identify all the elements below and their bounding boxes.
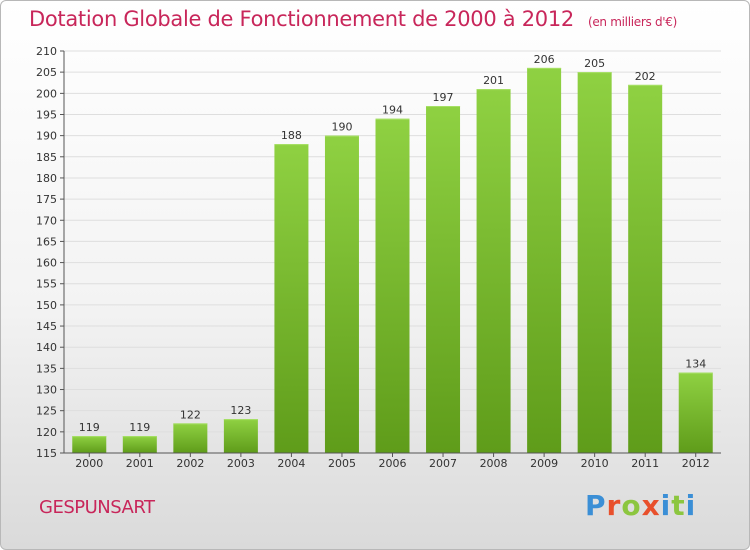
value-label-2001: 119 (129, 421, 150, 434)
logo-letter: i (660, 489, 672, 522)
y-tick-label: 155 (36, 278, 57, 291)
place-name: GESPUNSART (39, 497, 155, 518)
y-tick-label: 165 (36, 235, 57, 248)
chart-title-text: Dotation Globale de Fonctionnement de 20… (29, 7, 574, 31)
logo-letter: r (606, 489, 622, 522)
bar-2004 (274, 144, 309, 454)
bar-2002 (173, 423, 208, 453)
logo-letter: i (685, 489, 697, 522)
x-tick-label-2010: 2010 (581, 457, 609, 470)
y-tick-label: 190 (36, 130, 57, 143)
bar-2010 (577, 72, 612, 453)
y-tick-label: 145 (36, 320, 57, 333)
x-tick-label-2005: 2005 (328, 457, 356, 470)
bar-2012 (678, 372, 713, 453)
y-tick-label: 195 (36, 108, 57, 121)
y-tick-label: 125 (36, 405, 57, 418)
y-tick-label: 160 (36, 257, 57, 270)
bar-2001 (122, 436, 157, 453)
value-label-2004: 188 (281, 129, 302, 142)
bar-2000 (72, 436, 107, 453)
value-label-2011: 202 (635, 70, 656, 83)
y-tick-label: 210 (36, 45, 57, 58)
chart-title: Dotation Globale de Fonctionnement de 20… (29, 7, 677, 31)
y-tick-label: 115 (36, 447, 57, 460)
axes: 115 120 125 130 135 140 145 150 155 160 165 170 175 1… (36, 45, 721, 470)
value-label-2009: 206 (534, 53, 555, 66)
x-tick-label-2009: 2009 (530, 457, 558, 470)
bar-2006 (375, 118, 410, 453)
y-tick-label: 180 (36, 172, 57, 185)
bar-2009 (527, 67, 562, 453)
x-tick-label-2000: 2000 (75, 457, 103, 470)
y-tick-label: 120 (36, 426, 57, 439)
value-label-2007: 197 (433, 91, 454, 104)
value-label-2000: 119 (79, 421, 100, 434)
logo-letter: P (585, 489, 607, 522)
y-tick-label: 150 (36, 299, 57, 312)
x-tick-label-2007: 2007 (429, 457, 457, 470)
value-label-2005: 190 (331, 121, 352, 134)
logo-letter: t (671, 489, 686, 522)
y-tick-label: 200 (36, 87, 57, 100)
y-tick-label: 135 (36, 362, 57, 375)
y-tick-label: 140 (36, 341, 57, 354)
x-tick-label-2004: 2004 (277, 457, 305, 470)
bar-2011 (628, 84, 663, 453)
value-label-2002: 122 (180, 408, 201, 421)
y-tick-label: 175 (36, 193, 57, 206)
x-tick-label-2002: 2002 (176, 457, 204, 470)
x-tick-label-2006: 2006 (379, 457, 407, 470)
proxiti-logo: Proxiti (585, 489, 696, 522)
y-tick-label: 185 (36, 151, 57, 164)
logo-letter: o (621, 489, 642, 522)
x-tick-label-2001: 2001 (126, 457, 154, 470)
bars (72, 67, 713, 454)
value-label-2006: 194 (382, 104, 403, 117)
bar-2005 (324, 135, 359, 453)
x-tick-label-2012: 2012 (682, 457, 710, 470)
y-tick-label: 205 (36, 66, 57, 79)
value-label-2003: 123 (230, 404, 251, 417)
value-label-2012: 134 (685, 358, 706, 371)
bar-2003 (223, 419, 258, 453)
chart-unit: (en milliers d'€) (587, 15, 677, 29)
x-tick-label-2011: 2011 (631, 457, 659, 470)
x-tick-label-2003: 2003 (227, 457, 255, 470)
logo-letter: x (641, 489, 661, 522)
x-tick-label-2008: 2008 (480, 457, 508, 470)
bar-2008 (476, 89, 511, 453)
value-label-2010: 205 (584, 57, 605, 70)
y-tick-label: 170 (36, 214, 57, 227)
bar-2007 (426, 106, 461, 453)
value-label-2008: 201 (483, 74, 504, 87)
y-tick-label: 130 (36, 384, 57, 397)
value-labels: 119 119 122 123 188 190 194 197 201 206 205 202 134 (79, 53, 706, 434)
